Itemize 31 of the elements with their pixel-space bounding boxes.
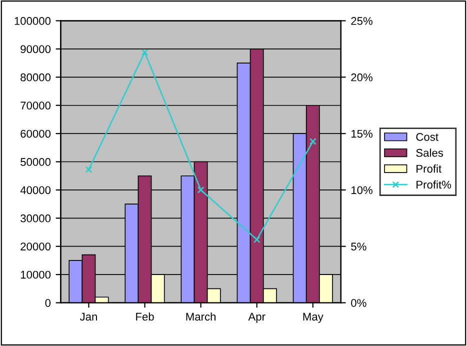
point bbox=[197, 186, 204, 194]
y-tick-label: 90000 bbox=[20, 45, 51, 54]
y-tick-label: 20000 bbox=[20, 242, 51, 250]
x-tick-label: May bbox=[303, 312, 324, 323]
point bbox=[141, 48, 148, 56]
y-tick-label: 30000 bbox=[20, 214, 51, 222]
x-tick-label: Jan bbox=[80, 312, 97, 321]
point bbox=[85, 166, 92, 174]
x-tick-label: March bbox=[186, 312, 216, 321]
point bbox=[309, 138, 316, 145]
y-tick-label: 60000 bbox=[20, 130, 51, 138]
y-tick-label: 100000 bbox=[14, 17, 51, 25]
y-tick-label: 0 bbox=[45, 299, 51, 307]
y-tick-label: 80000 bbox=[20, 73, 51, 82]
x-tick-label: Apr bbox=[248, 312, 266, 323]
y2-tick-label: 25% bbox=[351, 17, 372, 25]
legend-label: Cost bbox=[416, 133, 438, 141]
y-tick-label: 40000 bbox=[20, 186, 51, 194]
legend-label: Profit bbox=[416, 164, 442, 173]
y2-tick-label: 5% bbox=[351, 242, 366, 250]
legend-label: Profit% bbox=[416, 180, 452, 189]
y2-tick-label: 0% bbox=[351, 299, 366, 307]
y-tick-label: 10000 bbox=[20, 270, 51, 279]
x-tick-label: Feb bbox=[136, 312, 154, 321]
legend-label: Sales bbox=[416, 148, 444, 157]
y2-tick-label: 20% bbox=[351, 73, 372, 82]
y2-tick-label: 15% bbox=[351, 130, 372, 138]
point bbox=[253, 236, 260, 244]
y2-tick-label: 10% bbox=[351, 186, 372, 194]
y-tick-label: 70000 bbox=[20, 102, 51, 110]
y-tick-label: 50000 bbox=[20, 158, 51, 166]
